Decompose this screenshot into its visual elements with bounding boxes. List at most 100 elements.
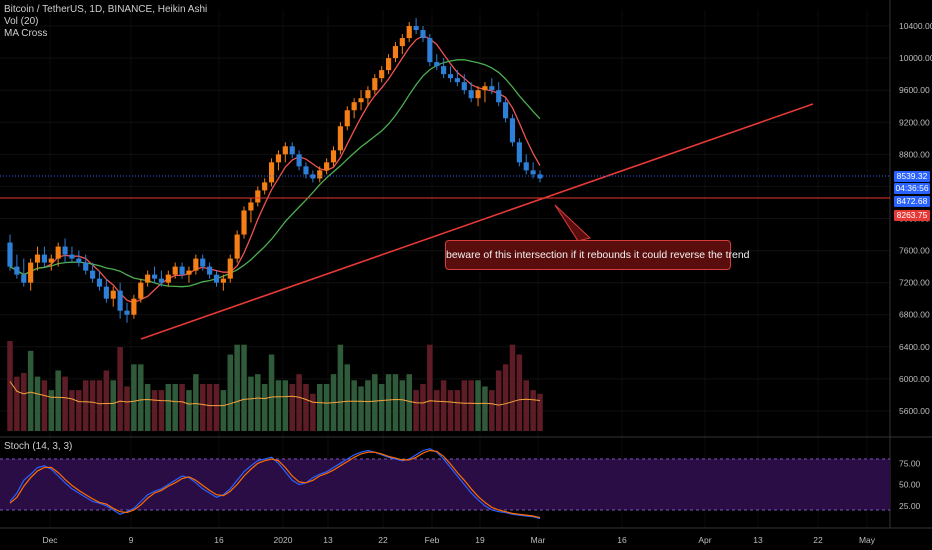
candle-body	[406, 26, 412, 39]
volume-bar	[468, 380, 474, 431]
volume-bar	[172, 383, 178, 431]
candle-body	[124, 310, 130, 315]
volume-bar	[227, 354, 234, 431]
volume-bar	[255, 374, 261, 431]
volume-bar	[399, 380, 406, 431]
volume-bar	[440, 380, 447, 431]
volume-bar	[365, 380, 371, 431]
candle-body	[248, 202, 254, 211]
volume-bar	[27, 350, 34, 431]
candle-body	[461, 82, 467, 91]
stoch-pane	[0, 448, 890, 520]
candle-body	[131, 298, 137, 315]
volume-bar	[261, 383, 268, 431]
candle-body	[482, 86, 488, 91]
y-tick-label: 8800.00	[899, 149, 930, 159]
volume-bar	[21, 372, 27, 431]
volume-bar	[55, 370, 61, 431]
volume-bar	[14, 376, 20, 431]
volume-bar	[131, 364, 137, 431]
volume-bar	[482, 386, 488, 431]
candle-body	[516, 142, 522, 163]
volume-bar	[489, 390, 495, 431]
annotation-callout[interactable]: beware of this intersection if it reboun…	[445, 240, 750, 270]
x-tick-label: 13	[753, 535, 763, 545]
volume-bar	[179, 383, 185, 431]
candle-body	[179, 266, 185, 275]
volume-bar	[289, 383, 295, 431]
x-tick-label: 22	[813, 535, 823, 545]
time-axis[interactable]: Dec 9 16 2020 13 22 Feb 19 Mar 16 Apr 13 22 May	[42, 535, 875, 545]
y-tick-label: 10000.00	[899, 53, 932, 63]
volume-bar	[351, 380, 357, 431]
volume-bar	[268, 354, 275, 431]
volume-bar	[282, 380, 289, 431]
volume-bar	[138, 364, 144, 431]
volume-bar	[96, 380, 103, 431]
volume-bar	[296, 374, 302, 431]
candle-body	[83, 262, 89, 271]
candle-body	[76, 258, 82, 263]
ma-legend[interactable]: MA Cross	[4, 28, 48, 39]
volume-bar	[454, 390, 461, 431]
candle-body	[420, 30, 426, 39]
candle-body	[413, 26, 419, 31]
volume-bar	[76, 390, 82, 431]
x-tick-label: 16	[617, 535, 627, 545]
y-tick-label: 6000.00	[899, 374, 930, 384]
price-axis[interactable]: 5600.00 6000.00 6400.00 6800.00 7200.00 7600.…	[899, 21, 932, 511]
candle-body	[172, 266, 178, 275]
volume-bar	[186, 390, 192, 431]
volume-bar	[34, 376, 41, 431]
candle-body	[385, 58, 392, 71]
stoch-tick-label: 75.00	[899, 458, 921, 468]
volume-legend[interactable]: Vol (20)	[4, 16, 39, 27]
candle-body	[207, 266, 213, 275]
candle-body	[489, 86, 495, 91]
symbol-legend[interactable]: Bitcoin / TetherUS, 1D, BINANCE, Heikin …	[4, 4, 208, 15]
candle-body	[227, 258, 233, 279]
volume-pane	[7, 341, 543, 431]
grid-lines	[0, 0, 932, 529]
volume-bar	[337, 344, 344, 431]
ma-slow-line	[9, 59, 541, 288]
candle-body	[399, 38, 405, 47]
candle-body	[34, 254, 41, 263]
volume-bar	[323, 383, 330, 431]
volume-bar	[310, 393, 316, 431]
candle-body	[441, 66, 447, 75]
candle-body	[317, 170, 323, 179]
candle-body	[523, 162, 529, 171]
candle-body	[503, 102, 509, 119]
x-tick-label: May	[859, 535, 876, 545]
volume-bar	[495, 370, 502, 431]
candle-body	[275, 154, 282, 163]
candle-body	[475, 90, 481, 99]
stoch-legend[interactable]: Stoch (14, 3, 3)	[4, 441, 73, 452]
candle-body	[158, 278, 165, 283]
candle-body	[96, 278, 103, 287]
x-tick-label: 19	[475, 535, 485, 545]
candle-body	[468, 90, 474, 99]
volume-bar	[537, 393, 543, 431]
volume-bar	[48, 390, 55, 431]
candle-body	[324, 162, 330, 171]
ma-fast-line	[9, 34, 541, 304]
candle-body	[21, 274, 27, 283]
volume-bar	[502, 364, 509, 431]
candle-body	[303, 166, 309, 175]
candle-body	[138, 282, 144, 299]
candle-body	[151, 274, 158, 279]
volume-bar	[530, 390, 536, 431]
candle-body	[447, 74, 454, 79]
volume-bar	[427, 344, 433, 431]
volume-bar	[316, 383, 323, 431]
x-tick-label: 2020	[274, 535, 293, 545]
volume-bar	[344, 364, 351, 431]
candle-body	[372, 78, 378, 91]
candle-body	[530, 170, 536, 175]
y-tick-label: 5600.00	[899, 406, 930, 416]
candle-body	[165, 274, 171, 283]
candles	[7, 18, 543, 323]
